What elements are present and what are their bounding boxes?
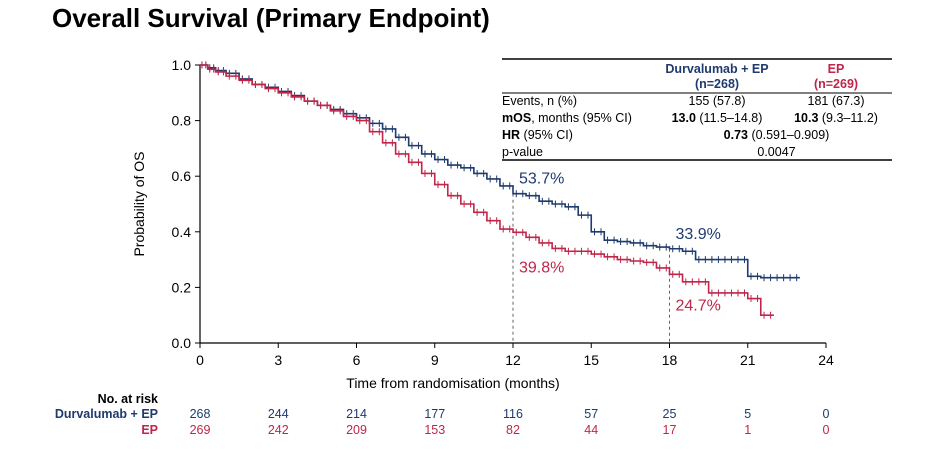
stats-header-durva: Durvalumab + EP xyxy=(665,62,768,76)
risk-count: 177 xyxy=(424,407,445,421)
chart-title: Overall Survival (Primary Endpoint) xyxy=(52,3,490,33)
y-tick-label: 0.6 xyxy=(172,168,192,184)
survival-rate-label: 53.7% xyxy=(519,171,564,188)
stats-cell: 155 (57.8) xyxy=(689,94,746,108)
y-axis-label: Probability of OS xyxy=(131,151,147,256)
y-tick-label: 0.4 xyxy=(172,224,192,240)
risk-count: 116 xyxy=(503,407,523,421)
risk-table-title: No. at risk xyxy=(98,392,158,406)
risk-count: 244 xyxy=(268,407,289,421)
risk-count: 214 xyxy=(346,407,367,421)
stats-cell: 13.0 (11.5–14.8) xyxy=(672,111,763,125)
y-tick-label: 0.8 xyxy=(172,113,192,129)
stats-header-ep-n: (n=269) xyxy=(814,77,858,91)
stats-row-label: p-value xyxy=(502,145,543,159)
stats-row-label: HR (95% CI) xyxy=(502,128,573,142)
risk-count: 44 xyxy=(584,423,598,437)
stats-row-label: mOS, months (95% CI) xyxy=(502,111,632,125)
risk-count: 82 xyxy=(506,423,520,437)
survival-rate-label: 33.9% xyxy=(676,226,721,243)
survival-rate-label: 24.7% xyxy=(676,297,721,314)
y-tick-label: 0.2 xyxy=(172,279,192,295)
risk-count: 0 xyxy=(823,423,830,437)
risk-count: 57 xyxy=(584,407,598,421)
ep-survival-curve xyxy=(200,64,774,316)
risk-row-label: EP xyxy=(141,423,158,437)
x-tick-label: 15 xyxy=(583,352,599,368)
x-tick-label: 12 xyxy=(505,352,521,368)
x-tick-label: 3 xyxy=(274,352,282,368)
stats-cell: 0.0047 xyxy=(757,145,795,159)
x-axis-label: Time from randomisation (months) xyxy=(346,375,559,391)
x-tick-label: 9 xyxy=(431,352,439,368)
x-tick-label: 18 xyxy=(662,352,678,368)
x-tick-label: 6 xyxy=(353,352,361,368)
risk-count: 17 xyxy=(663,423,677,437)
risk-count: 269 xyxy=(190,423,211,437)
risk-row-label: Durvalumab + EP xyxy=(55,407,158,421)
y-tick-label: 1.0 xyxy=(172,57,192,73)
stats-cell: 10.3 (9.3–11.2) xyxy=(794,111,878,125)
risk-count: 209 xyxy=(346,423,367,437)
durvalumab-survival-curve xyxy=(200,64,800,279)
stats-row-label: Events, n (%) xyxy=(502,94,577,108)
risk-count: 5 xyxy=(744,407,751,421)
stats-header-durva-n: (n=268) xyxy=(695,77,739,91)
x-tick-label: 21 xyxy=(740,352,756,368)
risk-count: 268 xyxy=(190,407,211,421)
risk-count: 153 xyxy=(424,423,445,437)
x-tick-label: 0 xyxy=(196,352,204,368)
stats-cell: 0.73 (0.591–0.909) xyxy=(724,128,830,142)
stats-header-ep: EP xyxy=(828,62,845,76)
y-tick-label: 0.0 xyxy=(172,335,192,351)
risk-count: 1 xyxy=(744,423,751,437)
x-tick-label: 24 xyxy=(818,352,834,368)
survival-rate-label: 39.8% xyxy=(519,259,564,276)
risk-count: 242 xyxy=(268,423,289,437)
risk-count: 0 xyxy=(823,407,830,421)
stats-cell: 181 (67.3) xyxy=(808,94,865,108)
risk-count: 25 xyxy=(663,407,677,421)
